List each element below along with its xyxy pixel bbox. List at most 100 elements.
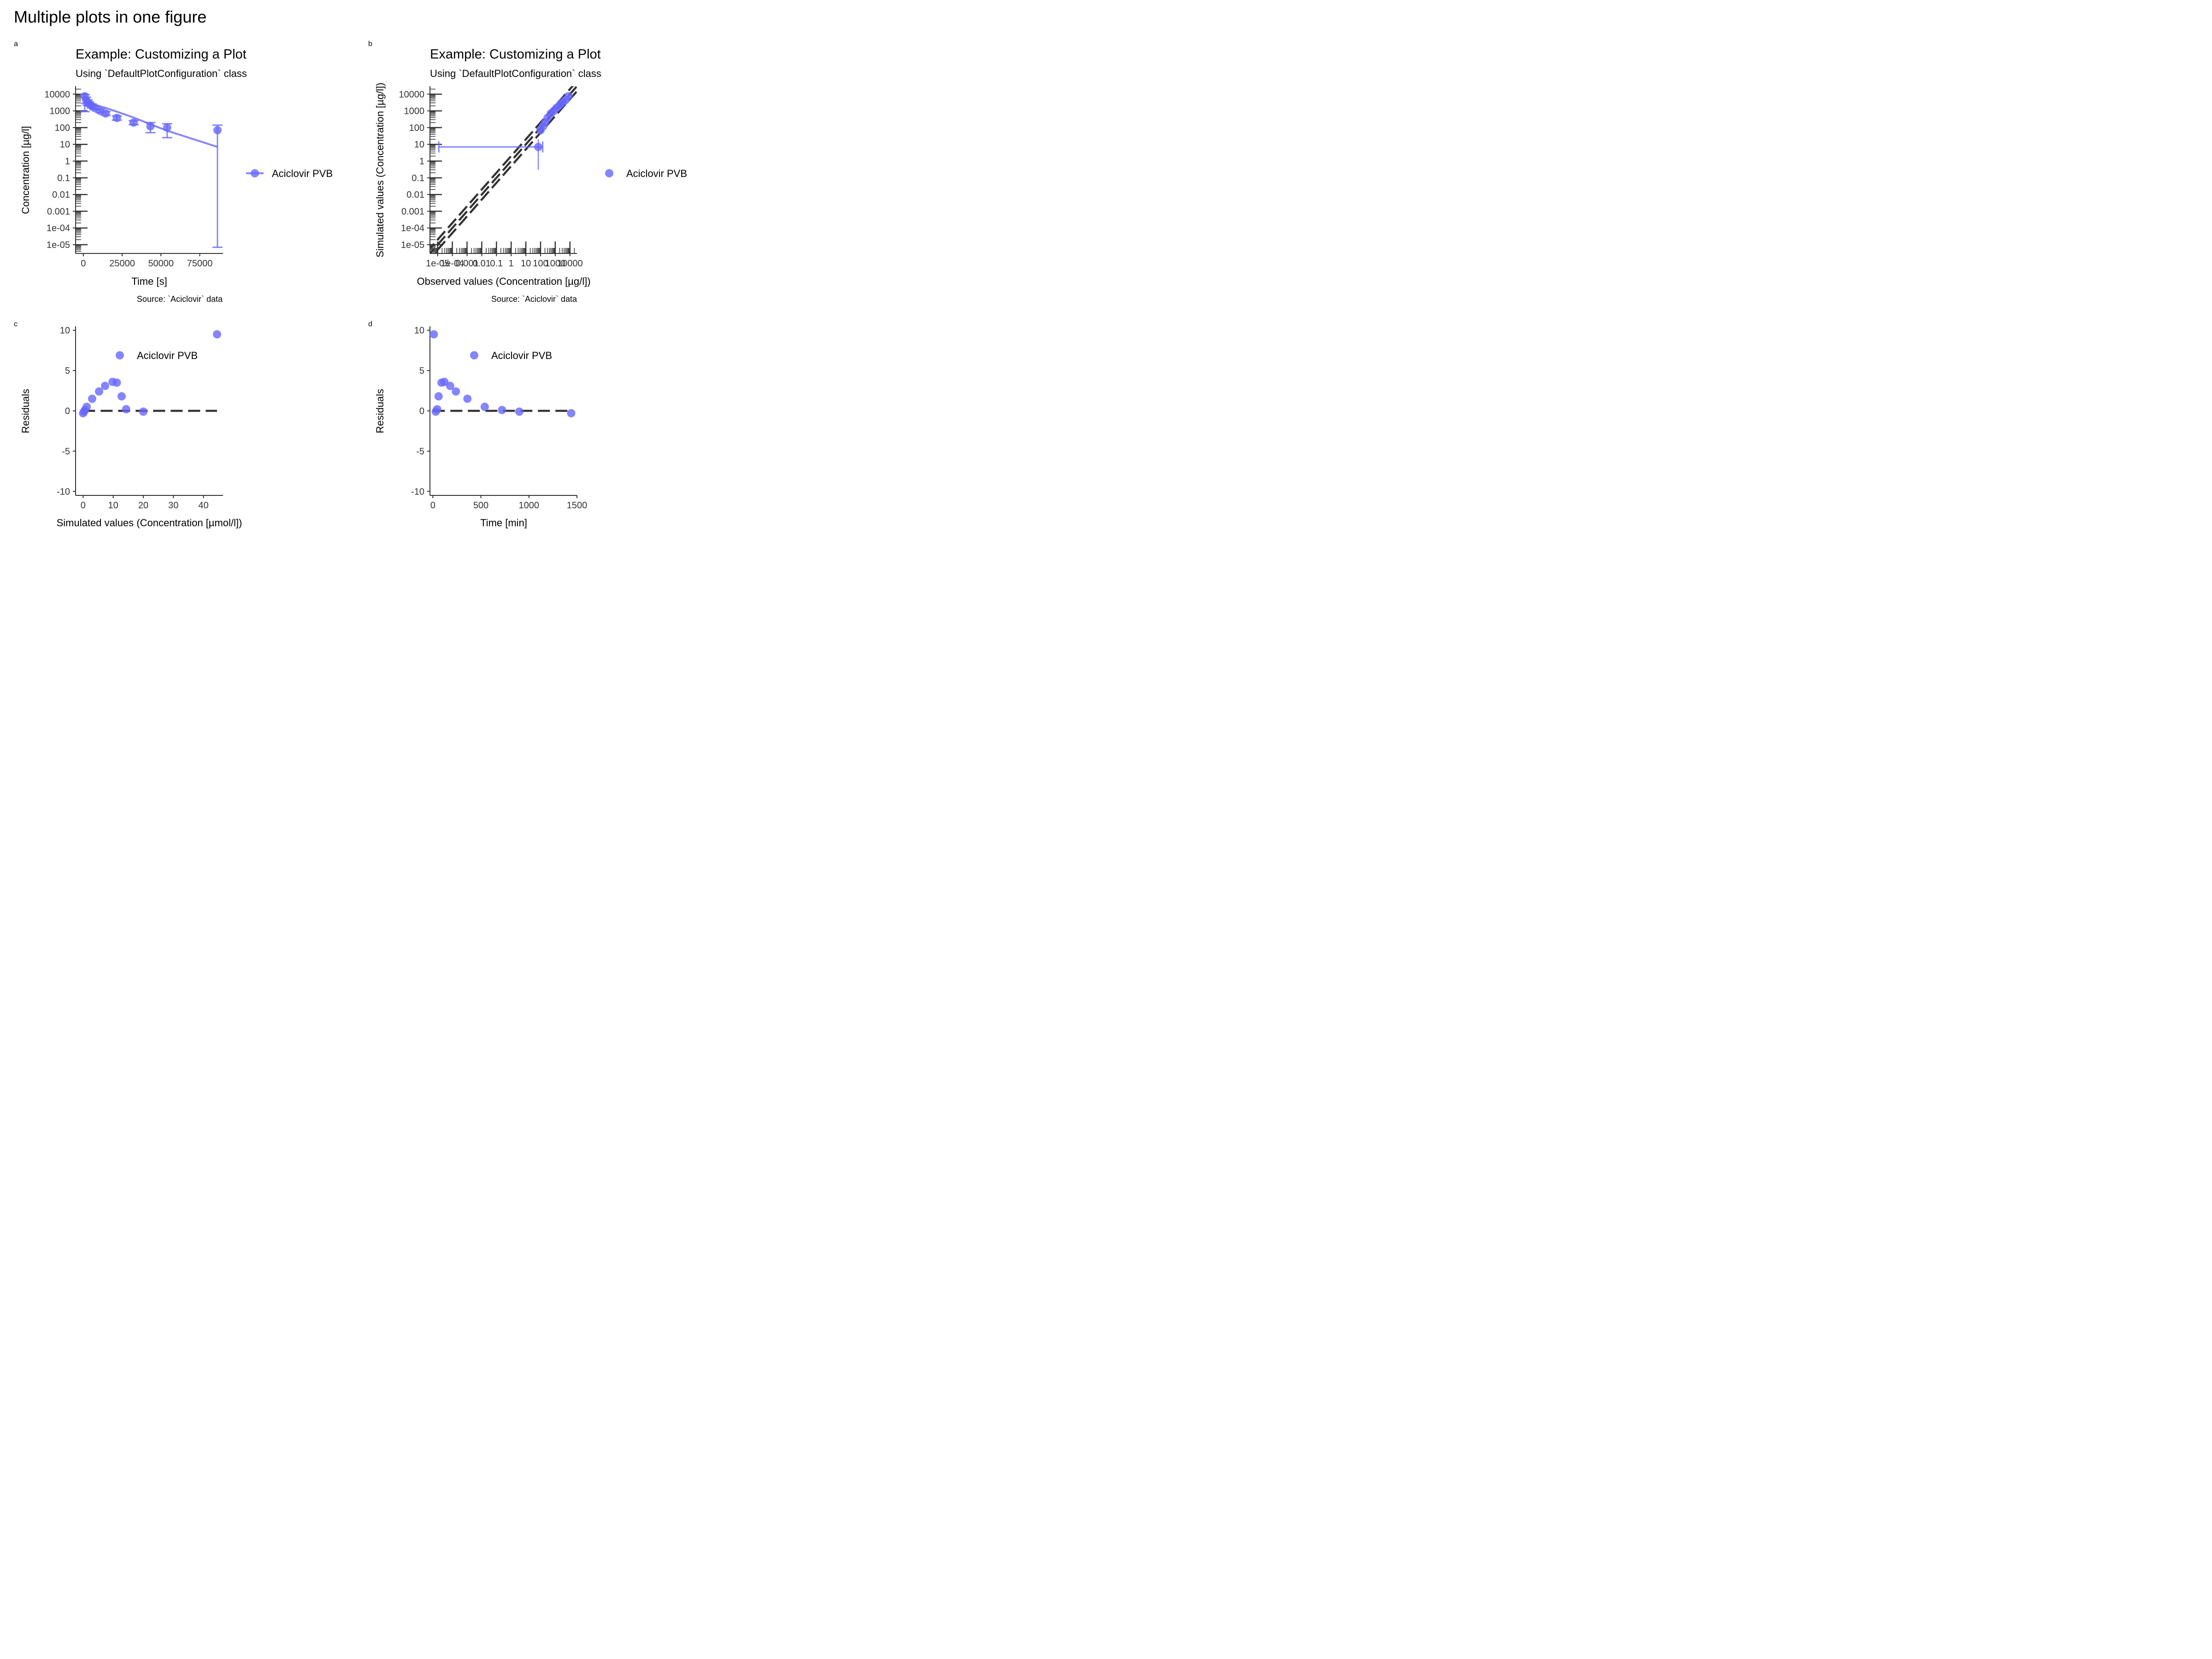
- panel-b-y-tick-label: 1: [419, 157, 424, 167]
- panel-a-data-point: [146, 122, 155, 131]
- panel-b-y-tick-label: 0.001: [401, 206, 424, 217]
- panel-d-y-tick-label: -10: [411, 487, 424, 497]
- panel-b-data-point: [534, 142, 543, 151]
- panel-d-tag: d: [368, 320, 372, 328]
- panel-a-y-axis-title: Concentration [µg/l]: [20, 126, 31, 214]
- panel-b-y-tick-label: 1e-05: [401, 240, 424, 250]
- panel-b-x-tick-label: 1: [509, 259, 514, 269]
- panel-d-y-axis-title: Residuals: [374, 389, 386, 434]
- panel-a-tag: a: [14, 40, 18, 48]
- panel-d-x-axis-title: Time [min]: [480, 517, 527, 529]
- panel-b-y-tick-label: 0.01: [406, 190, 424, 200]
- panel-d-data-point: [433, 405, 441, 414]
- panel-a-subtitle: Using `DefaultPlotConfiguration` class: [76, 68, 247, 79]
- panel-c-data-point: [122, 405, 130, 414]
- panel-d-y-tick-label: 10: [414, 326, 424, 336]
- panel-b-x-tick-label: 1e-04: [441, 259, 464, 269]
- panel-d-data-point: [452, 387, 460, 396]
- panel-b-x-tick-label: 10000: [557, 259, 583, 269]
- panel-b-x-axis-title: Observed values (Concentration [µg/l]): [417, 276, 590, 287]
- panel-c-data-point: [94, 387, 103, 396]
- panel-a-legend-label: Aciclovir PVB: [272, 168, 333, 179]
- panel-a-y-tick-label: 1000: [50, 106, 71, 117]
- panel-c-y-tick-label: 5: [65, 366, 70, 376]
- panel-b-y-tick-label: 100: [409, 123, 424, 133]
- panel-b-y-tick-label: 1e-04: [401, 224, 424, 234]
- panel-d-data-point: [480, 402, 489, 411]
- panel-d-legend-key: [470, 351, 478, 359]
- panel-b-tag: b: [368, 40, 372, 48]
- panel-a-title: Example: Customizing a Plot: [76, 47, 247, 62]
- panel-a-legend-key: [251, 169, 259, 177]
- panel-a-y-tick-label: 0.1: [57, 173, 70, 183]
- panel-b-title: Example: Customizing a Plot: [430, 47, 601, 62]
- panel-a-y-tick-label: 1: [65, 157, 70, 167]
- panel-c-tag: c: [14, 320, 18, 328]
- figure-canvas: Multiple plots in one figure a b c d Exa…: [14, 7, 687, 529]
- panel-d-data-point: [567, 409, 576, 418]
- panel-d-data-point: [463, 394, 472, 403]
- panel-a-y-tick-label: 0.001: [47, 206, 70, 217]
- panel-b-y-tick-label: 10: [414, 140, 424, 150]
- panel-a-x-tick-label: 25000: [109, 259, 135, 269]
- panel-a-y-tick-label: 1e-05: [47, 240, 70, 250]
- panel-c-legend-key: [116, 351, 124, 359]
- panel-a-y-tick-label: 100: [55, 123, 70, 133]
- panel-a-data-point: [129, 118, 138, 127]
- panel-a-x-tick-label: 75000: [187, 259, 213, 269]
- panel-d-y-tick-label: 5: [419, 366, 424, 376]
- panel-b-legend-key: [605, 169, 613, 177]
- panel-d-x-tick-label: 1500: [567, 500, 588, 511]
- panel-d-x-tick-label: 1000: [519, 500, 540, 511]
- panel-d-y-tick-label: -5: [416, 447, 424, 457]
- panel-c-x-tick-label: 20: [138, 500, 148, 511]
- panel-a-y-tick-label: 1e-04: [47, 224, 70, 234]
- panel-c-data-point: [88, 394, 96, 403]
- panel-a-data-point: [101, 109, 110, 118]
- panel-a-data-point: [112, 113, 121, 122]
- panel-b-caption: Source: `Aciclovir` data: [491, 294, 577, 304]
- panel-c-y-tick-label: 0: [65, 406, 70, 417]
- panel-a-x-tick-label: 50000: [148, 259, 174, 269]
- panel-c-data-point: [212, 330, 221, 339]
- panel-c-x-tick-label: 30: [168, 500, 178, 511]
- panel-d-y-tick-label: 0: [419, 406, 424, 417]
- panel-c-data-point: [101, 382, 109, 390]
- panel-b-x-tick-label: 10: [521, 259, 531, 269]
- panel-c-x-tick-label: 0: [81, 500, 86, 511]
- panel-a-data-point: [163, 123, 171, 132]
- panel-c-y-tick-label: -10: [57, 487, 70, 497]
- panel-b-data-point: [564, 92, 573, 100]
- panel-a-x-tick-label: 0: [81, 259, 86, 269]
- panel-d-legend-label: Aciclovir PVB: [491, 350, 552, 361]
- panel-d-data-point: [434, 392, 443, 401]
- panel-a-caption: Source: `Aciclovir` data: [137, 294, 223, 304]
- panel-d-data-point: [446, 382, 454, 390]
- panel-c-data-point: [139, 407, 147, 416]
- panel-b-x-tick-label: 1000: [545, 259, 566, 269]
- panel-d-data-point: [498, 406, 506, 414]
- panel-b-x-tick-label: 0.1: [490, 259, 503, 269]
- panel-d-data-point: [429, 330, 438, 339]
- panel-b-y-tick-label: 0.1: [412, 173, 424, 183]
- panel-d-data-point: [515, 407, 524, 416]
- panel-c-x-tick-label: 40: [198, 500, 208, 511]
- panel-a-y-tick-label: 0.01: [52, 190, 70, 200]
- panel-b-x-tick-label: 0.001: [455, 259, 478, 269]
- panel-a-y-tick-label: 10000: [44, 89, 70, 100]
- panel-d-x-tick-label: 0: [430, 500, 435, 511]
- panel-c-y-tick-label: -5: [62, 447, 70, 457]
- figure: Multiple plots in one figure a b c d Exa…: [0, 0, 713, 535]
- panel-c-data-point: [112, 378, 121, 387]
- panel-a-y-tick-label: 10: [60, 140, 70, 150]
- panel-c-x-axis-title: Simulated values (Concentration [µmol/l]…: [57, 517, 242, 529]
- panel-c-data-point: [82, 402, 91, 411]
- panel-b-x-tick-label: 1e-05: [426, 259, 449, 269]
- chart-marks: 0 25000 50000 750001000010001001010.10.010.…: [44, 86, 613, 511]
- panel-c-y-tick-label: 10: [60, 326, 70, 336]
- panel-d-data-point: [440, 377, 449, 386]
- panel-c-x-tick-label: 10: [108, 500, 118, 511]
- panel-b-y-tick-label: 1000: [404, 106, 425, 117]
- panel-b-subtitle: Using `DefaultPlotConfiguration` class: [430, 68, 601, 79]
- panel-a-series-line: [82, 95, 218, 148]
